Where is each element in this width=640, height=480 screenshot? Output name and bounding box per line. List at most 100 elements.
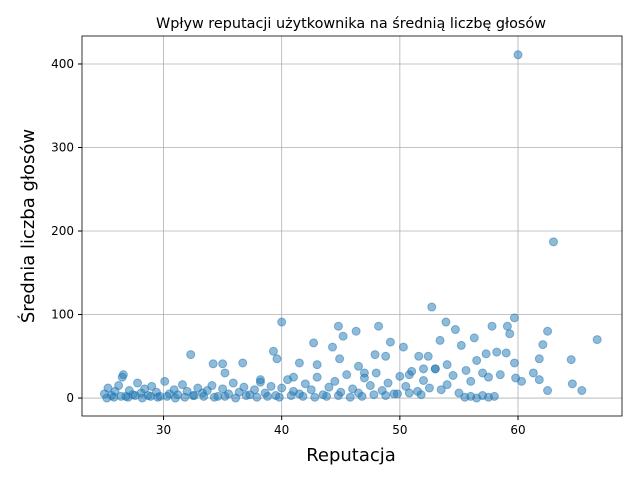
point — [481, 349, 491, 359]
point — [114, 381, 124, 391]
point — [369, 390, 379, 400]
point — [330, 376, 340, 386]
point — [414, 351, 424, 361]
point — [117, 372, 127, 382]
point — [231, 393, 241, 403]
point — [528, 368, 538, 378]
point — [534, 375, 544, 385]
point — [381, 391, 391, 401]
point — [509, 358, 519, 368]
point — [450, 325, 460, 335]
point — [398, 342, 408, 352]
point — [277, 317, 287, 327]
point — [272, 354, 282, 364]
point — [435, 335, 445, 345]
point — [328, 342, 338, 352]
point — [469, 333, 479, 343]
point — [538, 340, 548, 350]
point — [418, 376, 428, 386]
point — [180, 392, 190, 402]
points — [99, 50, 602, 403]
x-tick-label: 30 — [156, 423, 171, 437]
y-tick-label: 400 — [51, 57, 74, 71]
y-tick-label: 0 — [66, 391, 74, 405]
point — [306, 385, 316, 395]
point — [228, 378, 238, 388]
point — [324, 382, 334, 392]
point — [250, 385, 260, 395]
point — [153, 392, 163, 402]
chart-title: Wpływ reputacji użytkownika na średnią l… — [156, 16, 546, 32]
point — [189, 391, 199, 401]
point — [310, 392, 320, 402]
point — [592, 335, 602, 345]
point — [266, 381, 276, 391]
point — [133, 378, 143, 388]
point — [466, 376, 476, 386]
point — [239, 382, 249, 392]
point — [277, 383, 287, 393]
point — [392, 389, 402, 399]
point — [351, 326, 361, 336]
point — [407, 366, 417, 376]
point — [218, 359, 228, 369]
point — [442, 360, 452, 370]
point — [567, 379, 577, 389]
point — [312, 360, 322, 370]
point — [370, 350, 380, 360]
point — [137, 393, 147, 403]
point — [427, 302, 437, 312]
point — [209, 392, 219, 402]
point — [423, 351, 433, 361]
point — [359, 373, 369, 383]
point — [418, 364, 428, 374]
point — [300, 379, 310, 389]
point — [430, 364, 440, 374]
point — [357, 391, 367, 401]
point — [505, 329, 515, 339]
point — [416, 390, 426, 400]
ticks: 30 40 50 60 0 100 200 300 400 — [51, 57, 526, 437]
point — [335, 354, 345, 364]
point — [147, 381, 157, 391]
point — [489, 391, 499, 401]
point — [103, 383, 113, 393]
point — [441, 317, 451, 327]
point — [207, 381, 217, 391]
point — [472, 355, 482, 365]
x-tick-label: 50 — [392, 423, 407, 437]
point — [263, 391, 273, 401]
point — [338, 331, 348, 341]
point — [543, 386, 553, 396]
point — [255, 377, 265, 387]
point — [517, 376, 527, 386]
point — [501, 348, 511, 358]
point — [495, 370, 505, 380]
point — [268, 346, 278, 356]
point — [333, 391, 343, 401]
point — [502, 321, 512, 331]
point — [534, 354, 544, 364]
point — [160, 376, 170, 386]
point — [492, 347, 502, 357]
point — [208, 359, 218, 369]
point — [442, 380, 452, 390]
point — [436, 385, 446, 395]
point — [577, 386, 587, 396]
point — [461, 365, 471, 375]
point — [220, 368, 230, 378]
x-tick-label: 40 — [274, 423, 289, 437]
point — [381, 351, 391, 361]
point — [353, 361, 363, 371]
y-tick-label: 200 — [51, 224, 74, 238]
point — [513, 50, 523, 60]
point — [286, 391, 296, 401]
point — [345, 392, 355, 402]
point — [283, 375, 293, 385]
point — [342, 370, 352, 380]
point — [309, 338, 319, 348]
point — [487, 321, 497, 331]
point — [177, 380, 187, 390]
point — [404, 388, 414, 398]
